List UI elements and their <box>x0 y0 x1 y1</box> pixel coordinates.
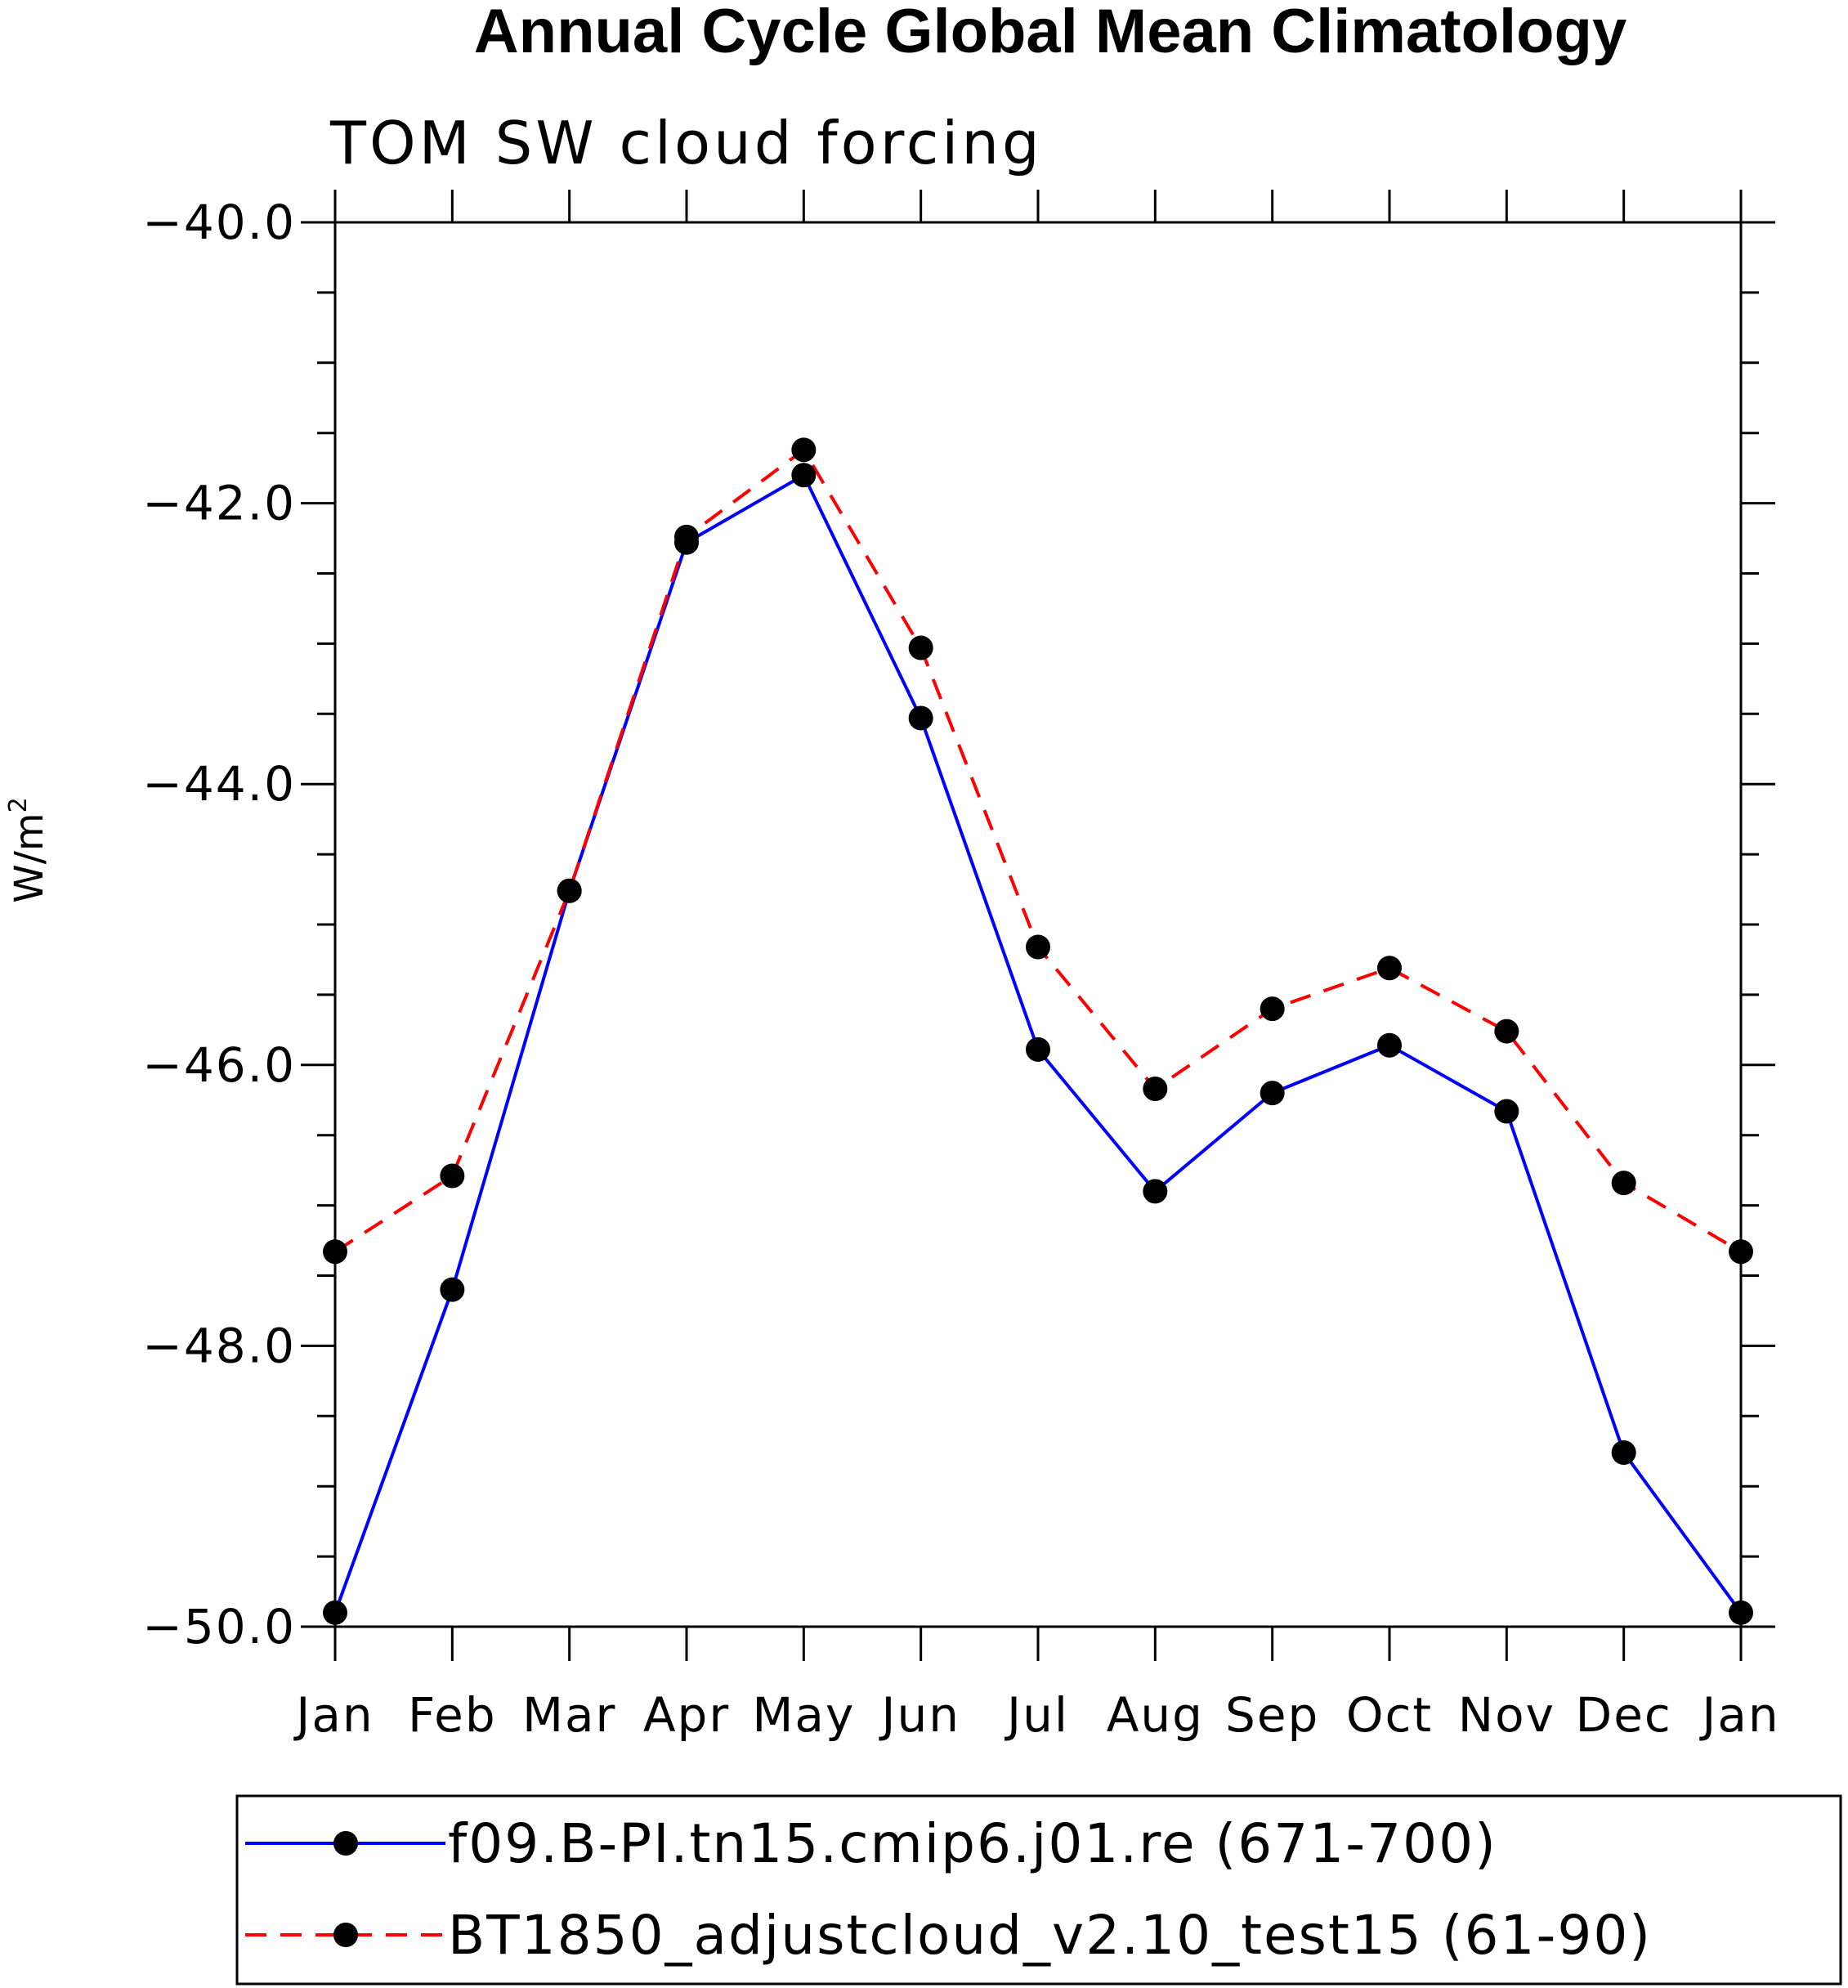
svg-text:W/m2: W/m2 <box>4 797 52 902</box>
x-tick-label: Aug <box>1107 1687 1204 1743</box>
x-tick-label: Apr <box>643 1687 730 1743</box>
data-point-series-1 <box>1611 1440 1636 1465</box>
data-point-series-2 <box>1611 1171 1636 1196</box>
x-tick-label: Sep <box>1225 1687 1319 1743</box>
axis-ticks <box>301 190 1775 1661</box>
data-point-series-1 <box>1729 1600 1753 1625</box>
data-point-series-2 <box>1026 934 1050 960</box>
data-point-series-1 <box>1377 1032 1402 1058</box>
data-point-series-1 <box>1026 1037 1050 1062</box>
y-tick-label: −40.0 <box>142 195 296 250</box>
y-tick-label: −48.0 <box>142 1318 296 1373</box>
x-tick-label: Oct <box>1346 1687 1433 1743</box>
data-point-series-1 <box>323 1600 347 1625</box>
data-point-series-2 <box>1729 1239 1753 1265</box>
data-point-series-2 <box>1260 996 1285 1022</box>
legend-marker-series-2 <box>333 1923 358 1947</box>
y-tick-label: −44.0 <box>142 756 296 812</box>
x-tick-label: Jan <box>1699 1687 1779 1743</box>
y-axis-label-text: W/m <box>7 813 52 902</box>
x-tick-label: May <box>752 1687 855 1743</box>
data-point-series-1 <box>1260 1081 1285 1106</box>
data-point-series-1 <box>908 705 933 731</box>
data-point-series-1 <box>1494 1099 1519 1124</box>
x-tick-label: Jan <box>293 1687 374 1743</box>
data-point-series-2 <box>440 1163 465 1189</box>
data-point-series-1 <box>1143 1179 1168 1204</box>
data-point-series-1 <box>440 1277 465 1302</box>
y-tick-label: −42.0 <box>142 476 296 531</box>
legend: f09.B-PI.tn15.cmip6.j01.re (671-700) BT1… <box>235 1794 1842 1986</box>
x-tick-label: Jun <box>879 1687 960 1743</box>
data-point-series-1 <box>791 463 817 488</box>
y-axis-label-superscript: 2 <box>4 797 33 813</box>
chart-subtitle: TOM SW cloud forcing <box>329 109 1043 177</box>
data-point-series-2 <box>908 635 933 660</box>
data-point-series-2 <box>791 437 817 463</box>
y-tick-label: −46.0 <box>142 1037 296 1093</box>
data-point-series-2 <box>557 878 582 903</box>
x-tick-label: Nov <box>1458 1687 1555 1743</box>
legend-box <box>235 1794 1842 1986</box>
data-point-series-2 <box>1494 1019 1519 1044</box>
data-point-series-2 <box>1377 956 1402 981</box>
legend-label-series-1: f09.B-PI.tn15.cmip6.j01.re (671-700) <box>448 1812 1497 1875</box>
data-point-series-2 <box>323 1239 347 1265</box>
chart-title: Annual Cycle Global Mean Climatology <box>474 0 1627 66</box>
data-point-series-2 <box>1143 1077 1168 1102</box>
plot-area <box>301 190 1775 1661</box>
x-tick-label: Dec <box>1576 1687 1672 1743</box>
legend-label-series-2: BT1850_adjustcloud_v2.10_test15 (61-90) <box>448 1904 1652 1967</box>
x-tick-label: Jul <box>1005 1687 1069 1743</box>
data-point-series-2 <box>674 524 699 549</box>
x-tick-labels: Jan Feb Mar Apr May Jun Jul Aug Sep Oct Nov Dec Jan <box>293 1687 1779 1743</box>
x-tick-label: Mar <box>522 1687 616 1743</box>
y-tick-labels: −40.0 −42.0 −44.0 −46.0 −48.0 −50.0 <box>142 195 296 1654</box>
series-layer <box>323 437 1753 1625</box>
legend-marker-series-1 <box>333 1831 358 1856</box>
x-tick-label: Feb <box>408 1687 497 1743</box>
y-tick-label: −50.0 <box>142 1599 296 1654</box>
y-axis-label: W/m2 <box>4 797 52 902</box>
series-line-2 <box>333 448 1743 1254</box>
